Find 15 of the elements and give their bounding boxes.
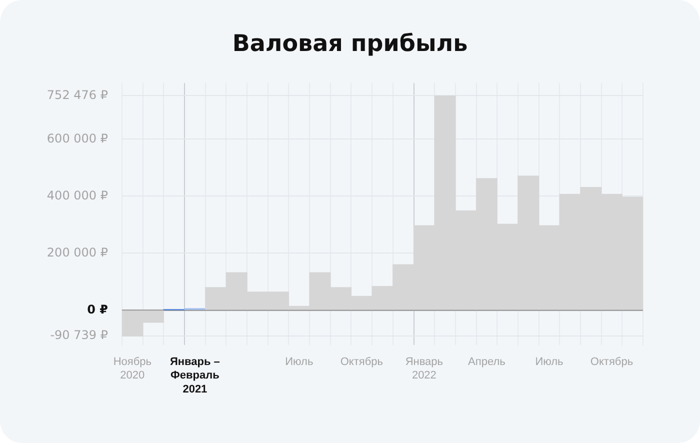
x-tick-label: Январь 2022	[405, 356, 444, 382]
y-tick-label: 400 000 ₽	[46, 188, 108, 202]
y-tick-label: -90 739 ₽	[50, 328, 108, 342]
x-tick-label: Июль	[285, 356, 314, 368]
y-tick-label: 752 476 ₽	[46, 88, 108, 102]
x-tick-label: Июль	[535, 356, 564, 368]
x-tick-label: Октябрь	[590, 356, 634, 368]
x-tick-label: Январь – Февраль 2021	[170, 356, 220, 396]
x-tick-label: Апрель	[468, 356, 506, 368]
y-tick-label: 600 000 ₽	[46, 131, 108, 146]
y-tick-label: 0 ₽	[87, 302, 108, 316]
chart-title: Валовая прибыль	[232, 30, 468, 57]
y-tick-label: 200 000 ₽	[46, 245, 108, 260]
x-tick-label: Октябрь	[340, 356, 384, 368]
x-tick-label: Ноябрь 2020	[113, 356, 152, 382]
